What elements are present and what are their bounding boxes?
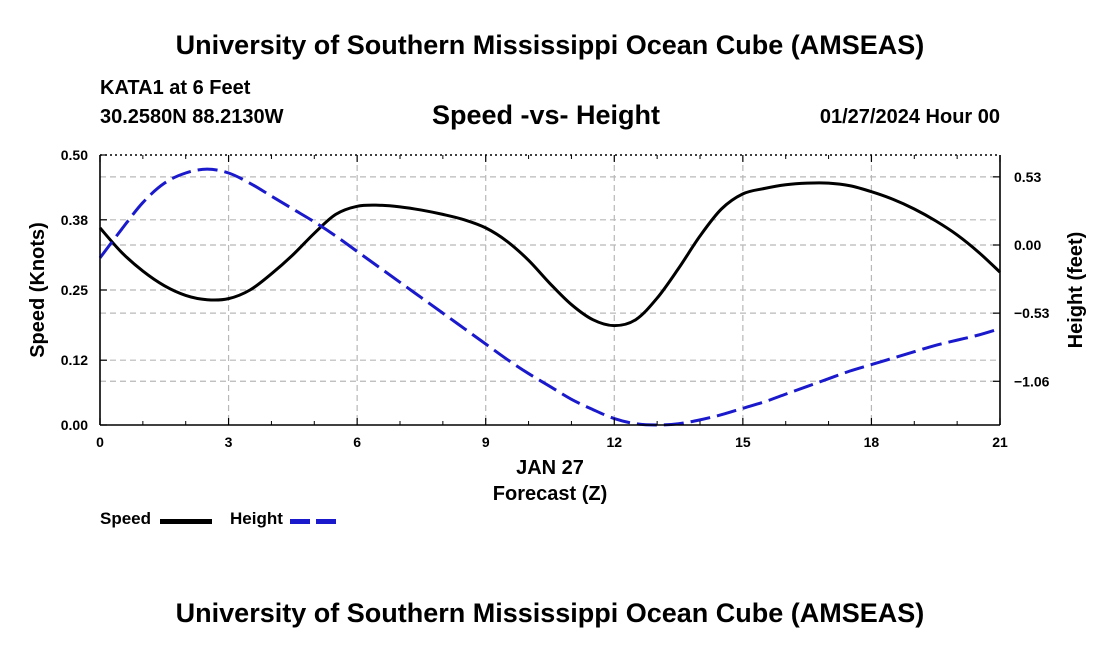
station-label: KATA1 at 6 Feet (100, 77, 251, 99)
series-line-speed (98, 181, 1002, 328)
x-tick-label: 3 (225, 434, 233, 450)
axes (99, 154, 1001, 426)
y-left-tick-label: 0.38 (61, 212, 88, 228)
y-left-tick-label: 0.50 (61, 147, 88, 163)
legend-speed-swatch (160, 519, 212, 524)
x-tick-label: 21 (992, 434, 1008, 450)
tick-labels: 0 3 6 9 12 15 18 21 0.00 0.12 0.25 0.38 0.50 0.53 0.00… (61, 147, 1050, 450)
x-tick-label: 12 (606, 434, 622, 450)
footer-title: University of Southern Mississippi Ocean… (175, 598, 925, 628)
series-line-height (98, 167, 1001, 427)
chart-subtitle: Speed -vs- Height (432, 100, 661, 130)
y-right-tick-label: 0.53 (1014, 169, 1041, 185)
x-tick-label: 0 (96, 434, 104, 450)
series-lines (98, 167, 1002, 427)
x-axis-date-label: JAN 27 (516, 457, 584, 479)
y-right-tick-label: 0.00 (1014, 237, 1041, 253)
y-axis-left-label: Speed (Knots) (27, 222, 49, 358)
x-tick-label: 15 (735, 434, 751, 450)
coordinates-label: 30.2580N 88.2130W (100, 106, 284, 128)
legend-height-label: Height (230, 509, 283, 528)
forecast-datetime: 01/27/2024 Hour 00 (819, 106, 1000, 128)
legend-speed-label: Speed (100, 509, 152, 528)
y-left-tick-label: 0.25 (61, 282, 88, 298)
grid-lines (100, 155, 1000, 425)
x-tick-label: 18 (864, 434, 880, 450)
legend-height-swatch (290, 519, 342, 524)
y-right-tick-label: −1.06 (1014, 373, 1050, 389)
y-left-tick-label: 0.00 (61, 417, 88, 433)
x-axis-label: Forecast (Z) (493, 483, 607, 505)
y-left-tick-label: 0.12 (61, 352, 88, 368)
y-axis-right-label: Height (feet) (1065, 232, 1087, 349)
x-tick-label: 6 (353, 434, 361, 450)
y-right-tick-label: −0.53 (1014, 305, 1050, 321)
x-tick-label: 9 (482, 434, 490, 450)
main-title: University of Southern Mississippi Ocean… (175, 30, 925, 60)
